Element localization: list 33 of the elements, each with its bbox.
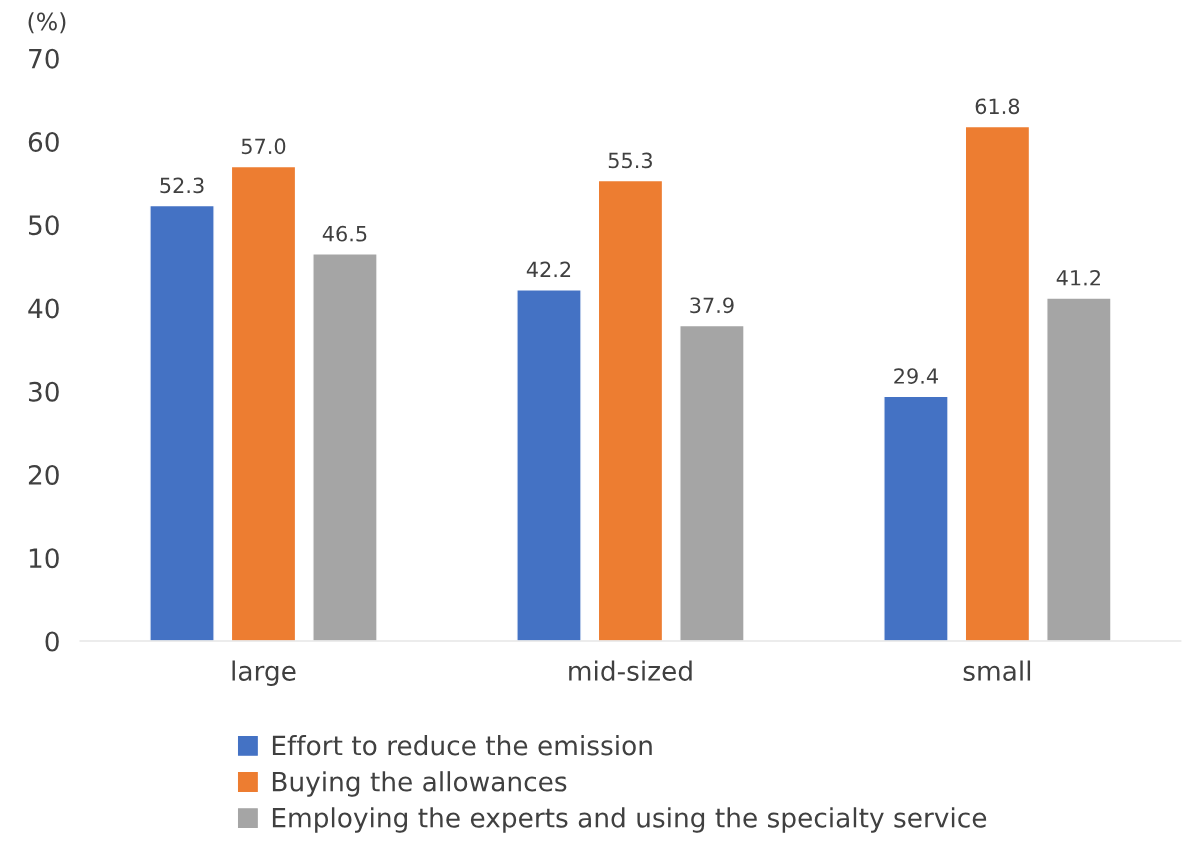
y-tick-label: 10	[29, 548, 59, 569]
bar	[1046, 297, 1112, 642]
bar	[230, 165, 297, 642]
text: 29.4	[894, 368, 938, 384]
y-tick-label: 30	[28, 381, 59, 402]
y-tick-label: 0	[45, 631, 59, 652]
y-axis-title: (%)	[28, 12, 66, 34]
bar	[964, 125, 1031, 642]
bar	[312, 253, 378, 642]
x-tick-label: small	[963, 660, 1031, 681]
text: 37.9	[690, 297, 734, 314]
bar	[679, 324, 745, 642]
text: 55.3	[608, 152, 652, 169]
x-tick-label: large	[232, 660, 296, 687]
legend-label: Employing the experts and using the specialty service	[272, 807, 987, 833]
text: 52.3	[160, 177, 204, 194]
y-tick-label: 40	[28, 298, 59, 319]
y-tick-label: 50	[29, 215, 59, 236]
y-tick-label: 60	[28, 131, 59, 152]
text: 57.0	[241, 138, 286, 155]
bar	[516, 289, 582, 642]
bar	[149, 204, 215, 642]
x-tick-label: mid-sized	[569, 660, 692, 681]
text: 41.2	[1056, 269, 1100, 286]
text: 42.2	[526, 261, 571, 278]
legend-label: Effort to reduce the emission	[272, 735, 652, 756]
text: 46.5	[322, 225, 367, 242]
text: 61.8	[975, 98, 1020, 115]
y-tick-label: 20	[28, 464, 59, 485]
bar	[883, 395, 949, 642]
bar	[597, 179, 664, 642]
legend-label: Buying the allowances	[272, 771, 567, 797]
y-tick-label: 70	[29, 48, 59, 69]
